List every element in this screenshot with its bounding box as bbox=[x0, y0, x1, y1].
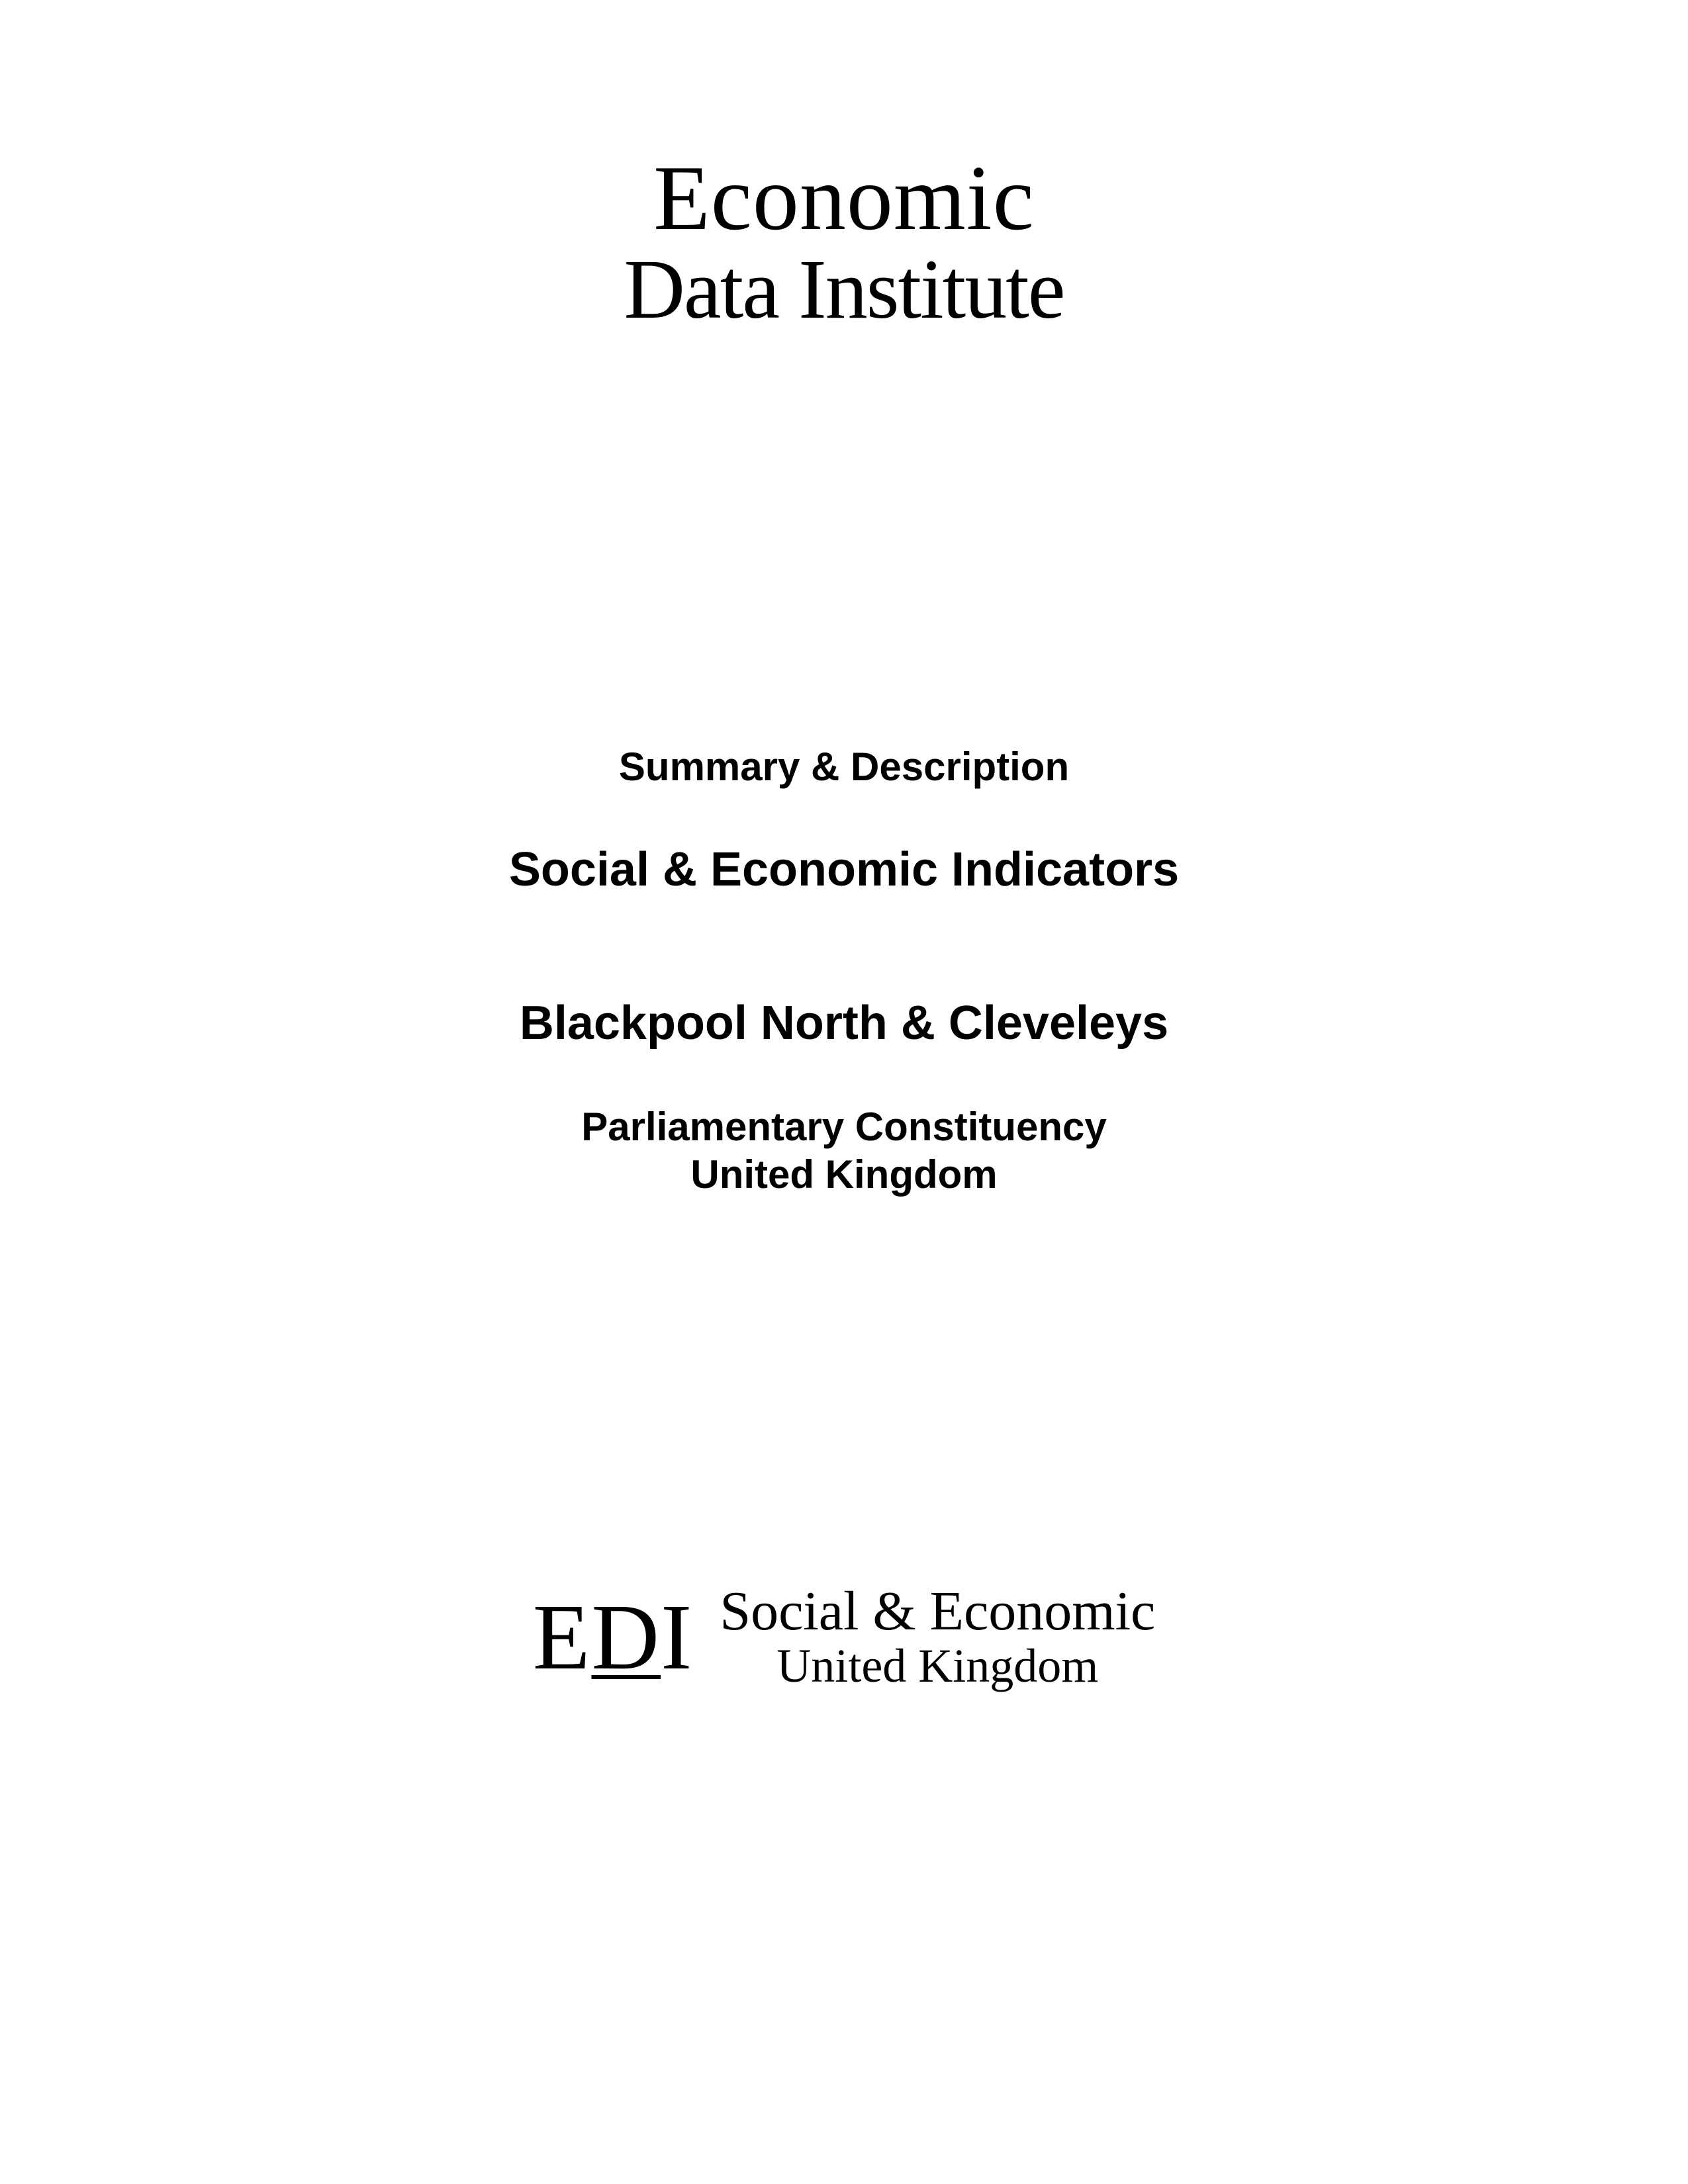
logo-bottom: EDI Social & Economic United Kingdom bbox=[533, 1582, 1155, 1691]
title-main: Social & Economic Indicators bbox=[509, 842, 1179, 897]
subtitle-constituency-line2: United Kingdom bbox=[690, 1152, 997, 1197]
subtitle-constituency-line1: Parliamentary Constituency bbox=[581, 1105, 1107, 1149]
logo-top-line1: Economic bbox=[624, 152, 1064, 245]
logo-abbrev-prefix: E bbox=[533, 1584, 592, 1689]
logo-bottom-line2: United Kingdom bbox=[720, 1641, 1155, 1692]
logo-abbrev-suffix: I bbox=[661, 1584, 693, 1689]
logo-bottom-text: Social & Economic United Kingdom bbox=[720, 1582, 1155, 1691]
title-location: Blackpool North & Cleveleys bbox=[520, 996, 1168, 1050]
logo-top: Economic Data Institute bbox=[624, 152, 1064, 334]
logo-bottom-line1: Social & Economic bbox=[720, 1582, 1155, 1641]
subtitle-summary: Summary & Description bbox=[619, 744, 1069, 790]
logo-abbrev-underlined: D bbox=[592, 1584, 661, 1689]
logo-top-line2: Data Institute bbox=[624, 245, 1064, 334]
document-page: Economic Data Institute Summary & Descri… bbox=[0, 0, 1688, 2184]
logo-bottom-abbrev: EDI bbox=[533, 1590, 694, 1684]
subtitle-constituency: Parliamentary Constituency United Kingdo… bbox=[581, 1103, 1107, 1199]
